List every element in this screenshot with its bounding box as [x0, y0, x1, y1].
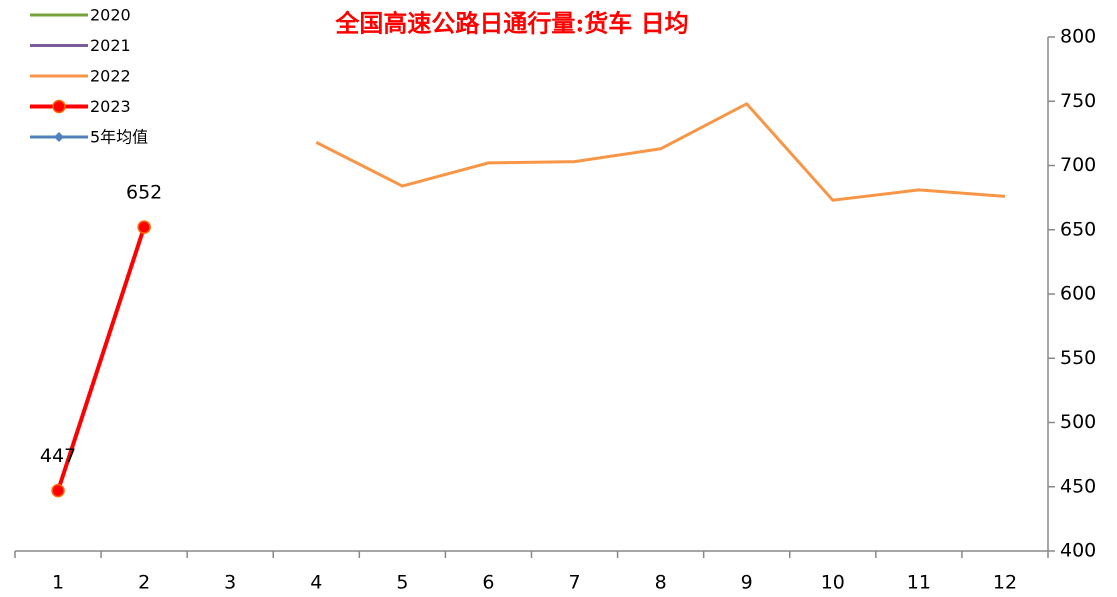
- series-line: [56, 226, 147, 492]
- series-line: [315, 101, 1006, 202]
- y-tick-label: 800: [1060, 26, 1096, 48]
- x-tick-label: 4: [310, 572, 322, 594]
- x-tick-label: 7: [568, 572, 580, 594]
- data-label: 447: [40, 445, 76, 467]
- legend-label: 2022: [90, 67, 131, 86]
- legend-label: 2020: [90, 6, 131, 25]
- x-tick-label: 1: [52, 572, 64, 594]
- legend-label: 2023: [90, 97, 131, 116]
- x-tick-label: 11: [907, 572, 931, 594]
- legend-marker: [52, 99, 66, 114]
- x-tick-label: 10: [821, 572, 845, 594]
- x-tick-label: 12: [993, 572, 1017, 594]
- x-tick-label: 2: [138, 572, 150, 594]
- y-tick-label: 750: [1060, 90, 1096, 112]
- y-tick-label: 650: [1060, 218, 1096, 240]
- y-tick-label: 400: [1060, 540, 1096, 562]
- legend-label: 5年均值: [90, 128, 148, 147]
- legend-marker: [54, 132, 64, 142]
- y-tick-label: 600: [1060, 283, 1096, 305]
- x-tick-label: 9: [741, 572, 753, 594]
- x-tick-label: 6: [482, 572, 494, 594]
- y-tick-label: 700: [1060, 154, 1096, 176]
- x-tick-label: 3: [224, 572, 236, 594]
- chart-title: 全国高速公路日通行量:货车 日均: [334, 9, 688, 38]
- legend-label: 2021: [90, 36, 131, 55]
- x-tick-label: 5: [396, 572, 408, 594]
- point: [51, 483, 65, 498]
- y-tick-label: 550: [1060, 347, 1096, 369]
- data-label: 652: [126, 182, 162, 204]
- y-tick-label: 500: [1060, 411, 1096, 433]
- x-tick-label: 8: [655, 572, 667, 594]
- y-tick-label: 450: [1060, 475, 1096, 497]
- point: [137, 220, 151, 234]
